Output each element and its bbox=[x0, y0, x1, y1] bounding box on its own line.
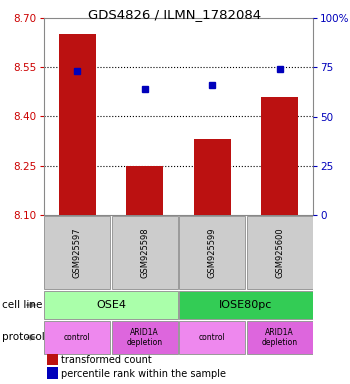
Text: GSM925599: GSM925599 bbox=[208, 227, 217, 278]
Text: transformed count: transformed count bbox=[61, 355, 152, 365]
Text: ARID1A
depletion: ARID1A depletion bbox=[127, 328, 163, 347]
Bar bbox=[59, 35, 96, 215]
Text: GSM925598: GSM925598 bbox=[140, 227, 149, 278]
Bar bbox=[179, 291, 313, 319]
Bar bbox=[44, 291, 178, 319]
Bar bbox=[194, 139, 231, 215]
Bar bbox=[112, 216, 178, 289]
Text: IOSE80pc: IOSE80pc bbox=[219, 300, 273, 310]
Text: cell line: cell line bbox=[2, 300, 42, 310]
Bar bbox=[246, 321, 313, 354]
Text: ARID1A
depletion: ARID1A depletion bbox=[261, 328, 298, 347]
Bar bbox=[44, 216, 111, 289]
Text: control: control bbox=[199, 333, 225, 342]
Text: protocol: protocol bbox=[2, 333, 44, 343]
Bar bbox=[112, 321, 178, 354]
Text: GDS4826 / ILMN_1782084: GDS4826 / ILMN_1782084 bbox=[89, 8, 261, 21]
Text: GSM925600: GSM925600 bbox=[275, 227, 284, 278]
Text: control: control bbox=[64, 333, 91, 342]
Bar bbox=[126, 166, 163, 215]
Text: OSE4: OSE4 bbox=[96, 300, 126, 310]
Text: percentile rank within the sample: percentile rank within the sample bbox=[61, 369, 226, 379]
Bar bbox=[246, 216, 313, 289]
Bar bbox=[261, 97, 298, 215]
Bar bbox=[179, 321, 245, 354]
Text: GSM925597: GSM925597 bbox=[73, 227, 82, 278]
Bar bbox=[44, 321, 111, 354]
Bar bbox=[179, 216, 245, 289]
